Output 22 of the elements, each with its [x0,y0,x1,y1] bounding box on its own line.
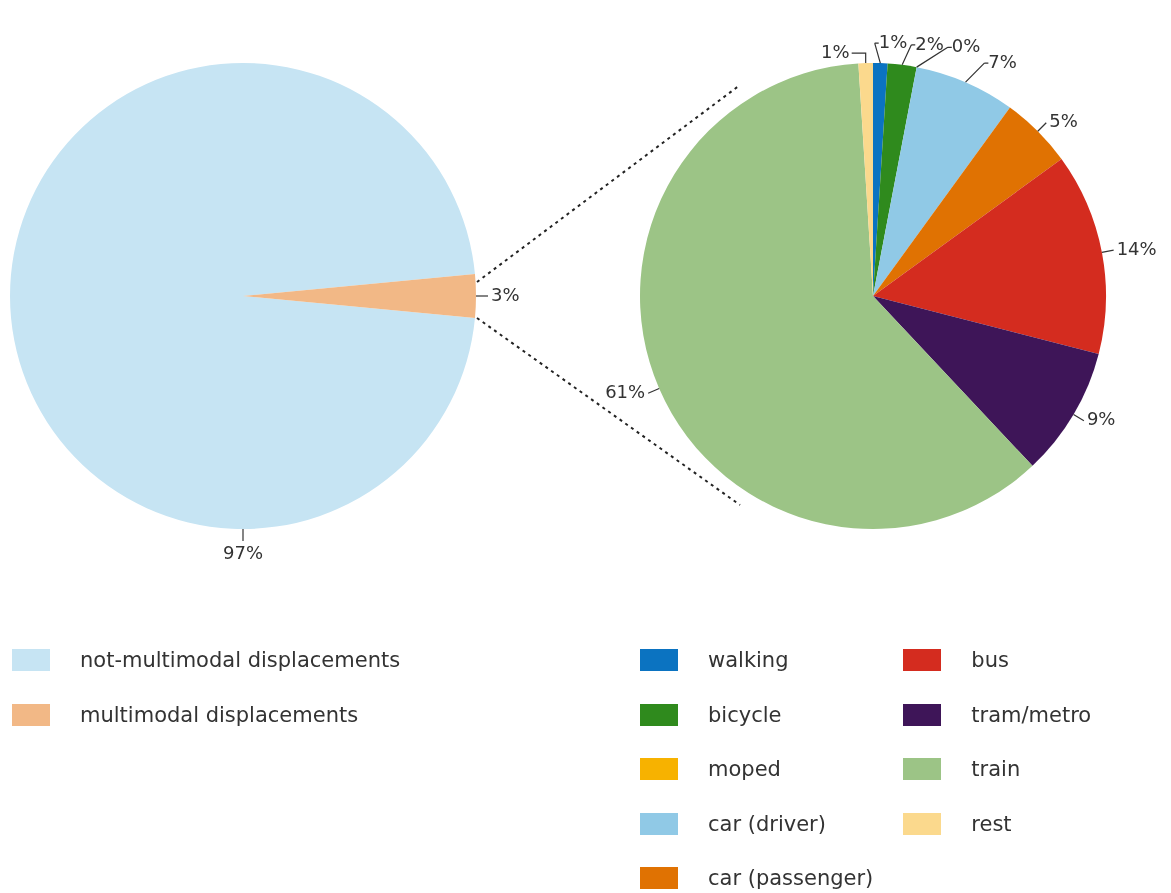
legend-label: moped [708,757,781,781]
data-label: 1% [878,30,908,52]
data-label: 61% [605,380,646,402]
legend-label: car (driver) [708,811,826,836]
data-label: 2% [915,32,944,54]
data-label: 1% [821,40,850,62]
legend-label: tram/metro [971,702,1092,727]
data-label: 9% [1086,408,1116,430]
data-label: 97% [222,541,264,563]
legend-label: car (passenger) [708,866,874,890]
data-label: 3% [491,283,520,305]
legend-label: bicycle [708,702,782,727]
legend-label: not-multimodal displacements [80,648,401,672]
legend-label: bus [971,648,1009,672]
data-label: 7% [988,50,1017,72]
legend-label: multimodal displacements [80,702,359,727]
data-label: 5% [1049,110,1078,132]
text: 0% [951,35,981,57]
legend-label: walking [708,648,789,672]
legend-label: rest [971,811,1012,836]
data-label: 14% [1116,237,1157,259]
legend-label: train [971,757,1021,781]
